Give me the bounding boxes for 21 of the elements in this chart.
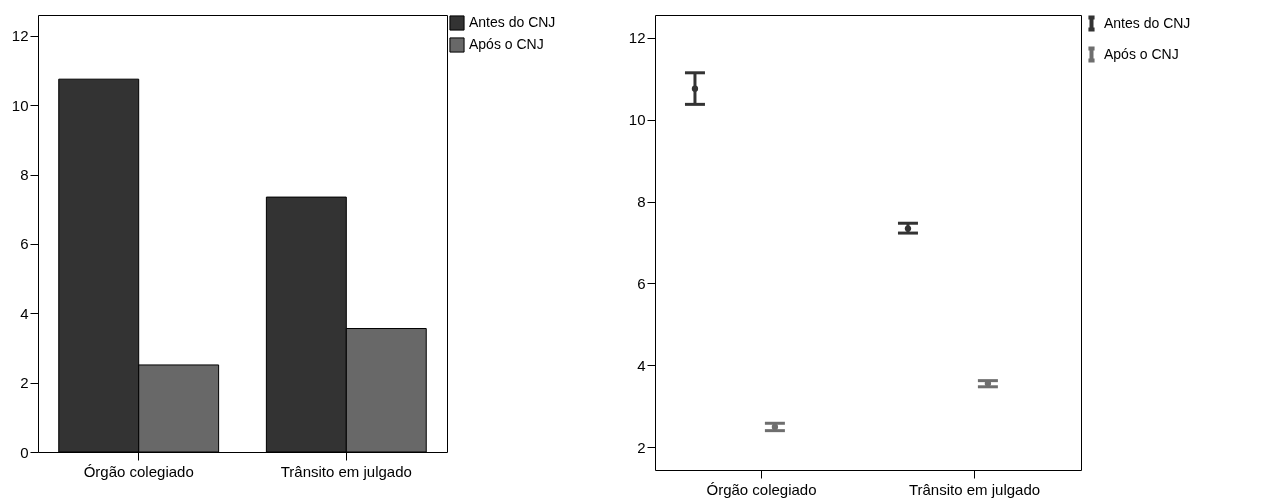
- y-tick-label: 10: [11, 96, 29, 114]
- y-tick-label: 0: [20, 443, 29, 461]
- y-tick-label: 10: [628, 111, 646, 129]
- legend-label: Antes do CNJ: [1104, 14, 1191, 31]
- x-tick-label: Trânsito em julgado: [908, 480, 1041, 498]
- y-tick-label: 6: [637, 274, 646, 292]
- y-tick-label: 2: [20, 374, 29, 392]
- legend-label: Após o CNJ: [1104, 45, 1179, 62]
- x-tick-label: Trânsito em julgado: [280, 462, 412, 480]
- y-tick-label: 4: [637, 356, 646, 374]
- x-tick-label: Órgão colegiado: [83, 462, 194, 480]
- y-tick-label: 2: [637, 438, 646, 456]
- legend-label: Após o CNJ: [469, 36, 544, 52]
- y-tick-label: 6: [20, 235, 29, 253]
- x-tick-label: Órgão colegiado: [706, 480, 817, 498]
- y-tick-label: 8: [20, 166, 29, 184]
- y-tick-label: 12: [11, 27, 29, 45]
- y-tick-label: 8: [637, 193, 646, 211]
- legend-label: Antes do CNJ: [469, 14, 556, 30]
- y-tick-label: 12: [628, 29, 646, 47]
- y-tick-label: 4: [20, 304, 29, 322]
